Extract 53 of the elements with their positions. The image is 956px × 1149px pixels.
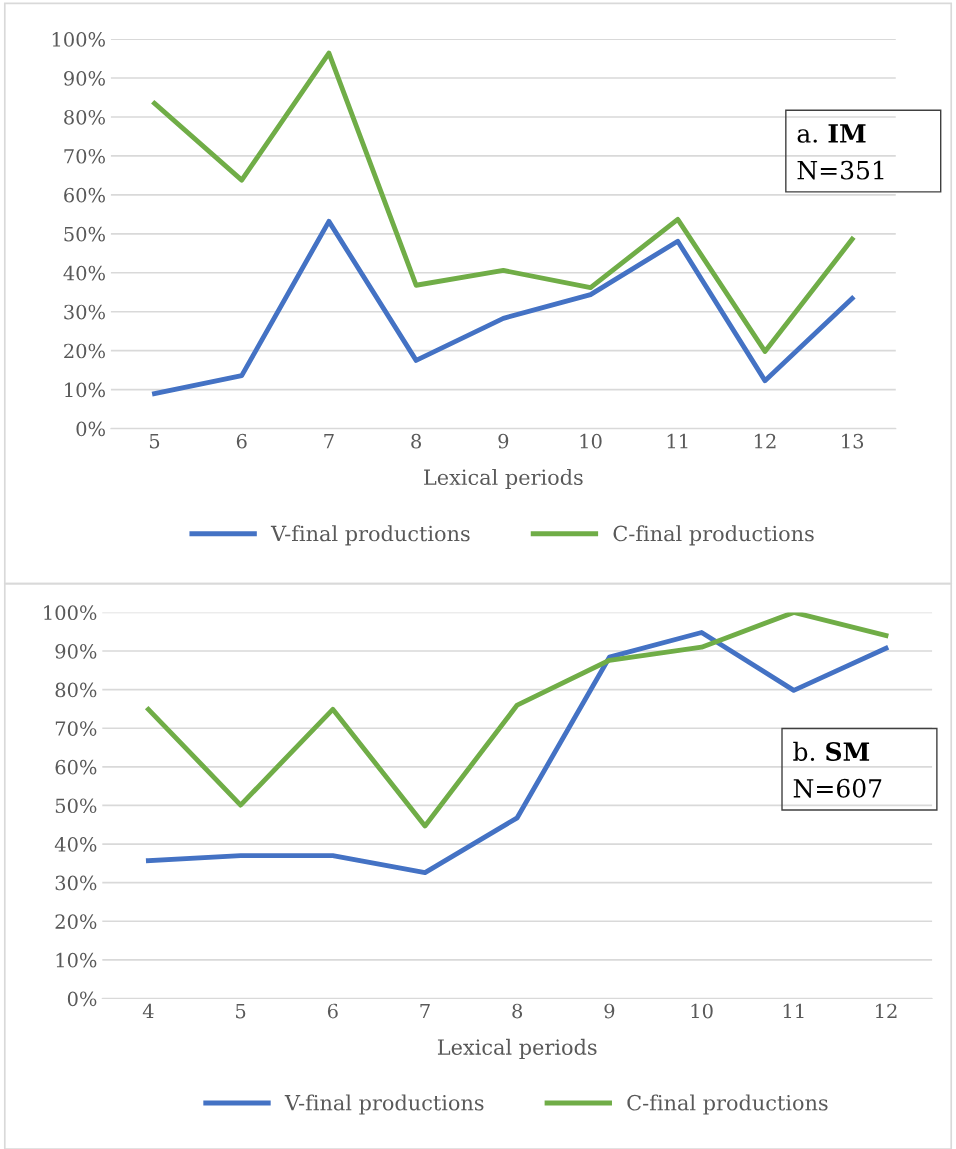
x-tick-label: 8 [411, 433, 421, 449]
x-tick-label: 11 [783, 1003, 804, 1019]
annotation: a. IM [797, 124, 866, 143]
y-tick-label: 0% [76, 421, 105, 437]
x-tick-label: 5 [149, 434, 160, 449]
x-tick-label: 12 [754, 433, 776, 449]
y-tick-label: 40% [63, 265, 105, 281]
x-tick-label: 4 [142, 1003, 154, 1019]
x-tick-label: 7 [420, 1003, 430, 1019]
y-tick-label: 30% [64, 304, 105, 320]
x-axis-title: Lexical periods [424, 468, 583, 490]
x-tick-label: 9 [604, 1003, 615, 1019]
y-tick-label: 100% [44, 605, 97, 621]
y-tick-label: 60% [55, 759, 97, 775]
x-tick-label: 10 [580, 433, 602, 449]
y-tick-label: 100% [52, 32, 105, 47]
x-tick-label: 8 [512, 1003, 523, 1019]
y-tick-label: 70% [64, 148, 105, 164]
y-tick-label: 50% [55, 798, 97, 814]
y-tick-label: 80% [55, 682, 97, 698]
x-tick-label: 11 [667, 433, 688, 449]
y-tick-label: 50% [64, 226, 105, 242]
x-tick-label: 12 [876, 1003, 897, 1019]
y-tick-label: 90% [55, 643, 97, 659]
x-tick-label: 6 [327, 1003, 338, 1019]
x-tick-label: 10 [691, 1003, 713, 1019]
annotation: b. SM [793, 741, 870, 761]
y-tick-label: 0% [67, 991, 97, 1007]
y-tick-label: 20% [55, 914, 97, 929]
line-series [145, 630, 889, 876]
x-axis-title: Lexical periods [437, 1038, 597, 1059]
x-tick-label: 13 [842, 433, 864, 449]
legend-label: C-final productions [627, 1094, 828, 1115]
annotation: N=607 [793, 778, 882, 798]
x-tick-label: 6 [236, 433, 247, 449]
y-tick-label: 60% [64, 187, 105, 203]
y-tick-label: 10% [65, 382, 105, 398]
y-tick-label: 80% [64, 109, 105, 125]
legend-label: V-final productions [284, 1094, 484, 1115]
y-tick-label: 30% [55, 875, 97, 891]
y-tick-label: 10% [56, 952, 97, 968]
legend-label: V-final productions [270, 525, 470, 546]
x-tick-label: 9 [498, 433, 509, 449]
y-tick-label: 40% [54, 837, 97, 852]
y-tick-label: 70% [55, 721, 97, 736]
y-tick-label: 20% [64, 343, 105, 359]
x-tick-label: 7 [324, 434, 334, 449]
legend-label: C-final productions [613, 525, 814, 546]
line-series [152, 218, 855, 396]
x-tick-label: 5 [236, 1003, 246, 1019]
annotation: N=351 [797, 160, 884, 180]
line-series [145, 612, 889, 829]
y-tick-label: 90% [64, 70, 105, 86]
